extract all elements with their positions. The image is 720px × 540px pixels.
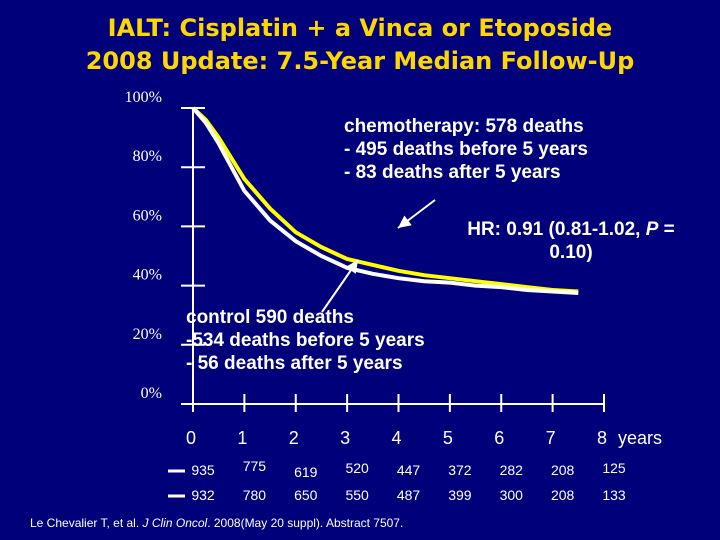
y-tick-label: 0% xyxy=(141,385,162,402)
control-annotation-line-2: -534 deaths before 5 years xyxy=(186,330,425,351)
risk-value-control: 300 xyxy=(500,487,524,503)
risk-value-control: 932 xyxy=(191,487,215,503)
risk-value-control: 208 xyxy=(551,487,575,503)
citation: Le Chevalier T, et al. J Clin Oncol. 200… xyxy=(30,516,403,530)
series-line-chemotherapy xyxy=(191,106,579,294)
x-tick-label: 4 xyxy=(391,428,401,448)
risk-value-control: 650 xyxy=(294,487,318,503)
title-line-1: IALT: Cisplatin + a Vinca or Etoposide xyxy=(107,14,613,42)
y-tick-label: 60% xyxy=(133,207,162,224)
x-tick-label: 6 xyxy=(494,428,504,448)
hr-p-label: P xyxy=(645,219,659,240)
y-tick-label: 80% xyxy=(133,148,162,165)
chemo-annotation-line-3: - 83 deaths after 5 years xyxy=(344,162,561,183)
series-line-control xyxy=(191,106,579,295)
chemo-annotation: chemotherapy: 578 deaths - 495 deaths be… xyxy=(344,115,588,184)
x-tick-label: 2 xyxy=(289,428,299,448)
x-tick-label: 3 xyxy=(340,428,350,448)
chemo-annotation-line-2: - 495 deaths before 5 years xyxy=(344,139,588,160)
risk-value-control: 780 xyxy=(243,487,267,503)
citation-details: . 2008(May 20 suppl). Abstract 7507. xyxy=(207,516,404,530)
x-tick-label: 5 xyxy=(443,428,453,448)
hr-text: HR: 0.91 (0.81-1.02, xyxy=(467,219,646,240)
title-line-2: 2008 Update: 7.5-Year Median Follow-Up xyxy=(85,47,635,75)
risk-value-chemotherapy: 125 xyxy=(602,460,626,476)
chemo-annotation-line-1: chemotherapy: 578 deaths xyxy=(344,116,584,137)
risk-value-chemotherapy: 935 xyxy=(191,462,215,478)
risk-value-chemotherapy: 372 xyxy=(448,462,472,478)
risk-value-control: 487 xyxy=(397,487,421,503)
x-tick-label: 0 xyxy=(186,428,196,448)
x-axis-unit-label: years xyxy=(618,428,662,448)
risk-value-chemotherapy: 619 xyxy=(294,464,318,480)
control-annotation-line-1: control 590 deaths xyxy=(186,307,354,328)
risk-value-chemotherapy: 447 xyxy=(397,462,421,478)
x-tick-label: 8 xyxy=(597,428,607,448)
risk-value-chemotherapy: 208 xyxy=(551,462,575,478)
citation-authors: Le Chevalier T, et al. xyxy=(30,516,143,530)
risk-value-control: 399 xyxy=(448,487,472,503)
risk-value-chemotherapy: 282 xyxy=(500,462,524,478)
chemo-arrow-head xyxy=(398,215,412,228)
risk-value-control: 550 xyxy=(345,487,369,503)
risk-value-control: 133 xyxy=(602,487,626,503)
risk-value-chemotherapy: 775 xyxy=(243,458,267,474)
x-tick-label: 1 xyxy=(237,428,247,448)
citation-journal: J Clin Oncol xyxy=(142,516,208,530)
control-annotation-line-3: - 56 deaths after 5 years xyxy=(186,353,403,374)
y-tick-label: 100% xyxy=(125,89,162,106)
control-arrow-head xyxy=(345,260,358,274)
y-tick-label: 40% xyxy=(133,267,162,284)
risk-value-chemotherapy: 520 xyxy=(345,460,369,476)
control-annotation: control 590 deaths -534 deaths before 5 … xyxy=(186,306,425,375)
y-tick-label: 20% xyxy=(133,326,162,343)
hr-equals: = xyxy=(658,219,675,240)
hazard-ratio-annotation: HR: 0.91 (0.81-1.02, P = 0.10) xyxy=(430,218,712,264)
x-tick-label: 7 xyxy=(546,428,556,448)
hr-p-value: 0.10) xyxy=(549,242,593,263)
